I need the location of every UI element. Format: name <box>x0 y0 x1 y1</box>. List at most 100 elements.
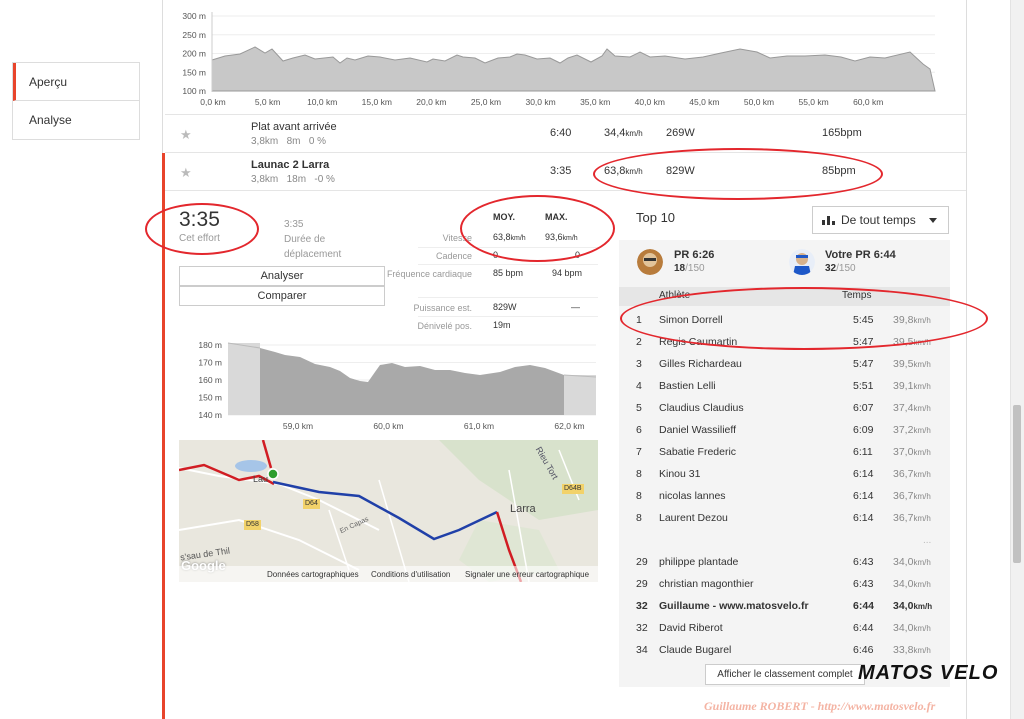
timeframe-value: De tout temps <box>841 213 916 227</box>
x-tick-label: 50,0 km <box>744 97 774 107</box>
effort-speed: 34,0km/h <box>893 600 933 612</box>
athlete-name-link[interactable]: Kinou 31 <box>659 468 701 480</box>
content-divider <box>966 0 967 719</box>
y-tick-label: 160 m <box>198 375 222 385</box>
analyze-button[interactable]: Analyser <box>179 266 385 286</box>
rank: 34 <box>636 644 648 656</box>
athlete-name-link[interactable]: nicolas lannes <box>659 490 726 502</box>
leaderboard-row[interactable]: 8 Laurent Dezou 6:14 36,7km/h <box>619 507 950 529</box>
athlete-name-link[interactable]: Claudius Claudius <box>659 402 744 414</box>
effort-time: 6:43 <box>853 556 874 568</box>
leaderboard-row-current-user[interactable]: 32 Guillaume - www.matosvelo.fr 6:44 34,0km… <box>619 595 950 617</box>
segment-speed: 34,4km/h <box>604 127 643 139</box>
x-tick-label: 5,0 km <box>255 97 281 107</box>
effort-speed: 34,0km/h <box>893 622 931 634</box>
leaderboard-row[interactable]: 5 Claudius Claudius 6:07 37,4km/h <box>619 397 950 419</box>
matosvelo-logo: MATOS VELO <box>858 662 999 684</box>
x-tick-label: 10,0 km <box>307 97 337 107</box>
annotation-ellipse <box>620 287 988 350</box>
nav-item-overview[interactable]: Aperçu <box>13 63 139 101</box>
effort-speed: 33,8km/h <box>893 644 931 656</box>
scrollbar-thumb[interactable] <box>1013 405 1021 563</box>
rank: 8 <box>636 468 642 480</box>
effort-speed: 37,2km/h <box>893 424 931 436</box>
stats-power-avg: 829W <box>493 302 517 312</box>
map-terms-link[interactable]: Conditions d'utilisation <box>371 570 451 579</box>
kom-time: PR 6:26 <box>674 249 715 261</box>
y-tick-label: 150 m <box>182 67 206 77</box>
user-avatar[interactable] <box>789 249 815 275</box>
segment-time: 6:40 <box>550 127 572 139</box>
y-tick-label: 140 m <box>198 410 222 420</box>
leaderboard-row[interactable]: 29 philippe plantade 6:43 34,0km/h <box>619 551 950 573</box>
profile-out-of-segment-right <box>564 375 596 415</box>
leaderboard-title: Top 10 <box>636 210 676 225</box>
leaderboard-row[interactable]: 34 Claude Bugarel 6:46 33,8km/h <box>619 639 950 661</box>
page-scrollbar[interactable] <box>1010 0 1024 719</box>
x-tick-label: 25,0 km <box>471 97 501 107</box>
stats-hr-max: 94 bpm <box>552 268 583 278</box>
leaderboard-row[interactable]: 29 christian magonthier 6:43 34,0km/h <box>619 573 950 595</box>
leaderboard-row[interactable]: 8 Kinou 31 6:14 36,7km/h <box>619 463 950 485</box>
athlete-name-link[interactable]: Laurent Dezou <box>659 512 728 524</box>
athlete-name-link[interactable]: Bastien Lelli <box>659 380 716 392</box>
athlete-name-link[interactable]: Gilles Richardeau <box>659 358 742 370</box>
stats-divider <box>418 316 598 317</box>
stats-label-power: Puissance est. <box>413 303 472 313</box>
segment-row[interactable]: ★ Plat avant arrivée 3,8km 8m 0 % 6:40 3… <box>165 115 966 153</box>
y-tick-label: 100 m <box>182 86 206 96</box>
y-tick-label: 180 m <box>198 340 222 350</box>
x-tick-label: 35,0 km <box>580 97 610 107</box>
x-tick-label: 30,0 km <box>525 97 555 107</box>
effort-speed: 37,4km/h <box>893 402 931 414</box>
athlete-name-link[interactable]: Guillaume - www.matosvelo.fr <box>659 600 809 612</box>
y-tick-label: 170 m <box>198 358 222 368</box>
star-icon[interactable]: ★ <box>180 165 192 180</box>
moving-time-label: Durée de déplacement <box>284 234 342 260</box>
compare-button[interactable]: Comparer <box>179 286 385 306</box>
effort-speed: 39,1km/h <box>893 380 931 392</box>
effort-speed: 34,0km/h <box>893 578 931 590</box>
map-report-link[interactable]: Signaler une erreur cartographique <box>465 570 590 579</box>
x-tick-label: 59,0 km <box>283 421 313 431</box>
annotation-ellipse <box>145 203 259 255</box>
leaderboard-row[interactable]: 8 nicolas lannes 6:14 36,7km/h <box>619 485 950 507</box>
leaderboard-row[interactable]: 32 David Riberot 6:44 34,0km/h <box>619 617 950 639</box>
leaderboard-row[interactable]: 3 Gilles Richardeau 5:47 39,5km/h <box>619 353 950 375</box>
map-label-town: Lau <box>253 474 269 484</box>
leaderboard-row[interactable]: 6 Daniel Wassilieff 6:09 37,2km/h <box>619 419 950 441</box>
segment-map[interactable]: Larra Rieu Tort D64B D64 D58 En Capas La… <box>179 440 598 582</box>
rank: 2 <box>636 336 642 348</box>
athlete-name-link[interactable]: Sabatie Frederic <box>659 446 737 458</box>
segment-name[interactable]: Launac 2 Larra <box>251 159 330 171</box>
nav-item-analysis[interactable]: Analyse <box>29 113 72 127</box>
athlete-name-link[interactable]: philippe plantade <box>659 556 739 568</box>
star-icon[interactable]: ★ <box>180 127 192 142</box>
selected-segment-accent <box>162 153 165 719</box>
full-leaderboard-button[interactable]: Afficher le classement complet <box>705 664 865 685</box>
map-data-link[interactable]: Données cartographiques <box>267 570 359 579</box>
leaderboard-row[interactable]: 4 Bastien Lelli 5:51 39,1km/h <box>619 375 950 397</box>
stats-label-cadence: Cadence <box>435 251 472 261</box>
athlete-name-link[interactable]: christian magonthier <box>659 578 754 590</box>
stats-divider <box>418 297 598 298</box>
rank: 6 <box>636 424 642 436</box>
athlete-name-link[interactable]: David Riberot <box>659 622 723 634</box>
x-tick-label: 20,0 km <box>416 97 446 107</box>
segment-meta: 3,8km 8m 0 % <box>251 136 327 147</box>
athlete-name-link[interactable]: Daniel Wassilieff <box>659 424 737 436</box>
leaderboard-row[interactable]: 7 Sabatie Frederic 6:11 37,0km/h <box>619 441 950 463</box>
x-tick-label: 0,0 km <box>200 97 226 107</box>
segment-name[interactable]: Plat avant arrivée <box>251 121 337 133</box>
moving-time: 3:35 <box>284 219 304 230</box>
kom-avatar[interactable] <box>637 249 663 275</box>
lake-icon <box>235 460 267 472</box>
rank: 29 <box>636 578 648 590</box>
x-tick-label: 62,0 km <box>554 421 584 431</box>
athlete-name-link[interactable]: Claude Bugarel <box>659 644 732 656</box>
timeframe-dropdown[interactable]: De tout temps <box>812 206 949 234</box>
segment-time: 3:35 <box>550 165 572 177</box>
effort-time: 6:11 <box>853 446 873 458</box>
rank: 5 <box>636 402 642 414</box>
segment-elevation-area <box>260 348 564 415</box>
